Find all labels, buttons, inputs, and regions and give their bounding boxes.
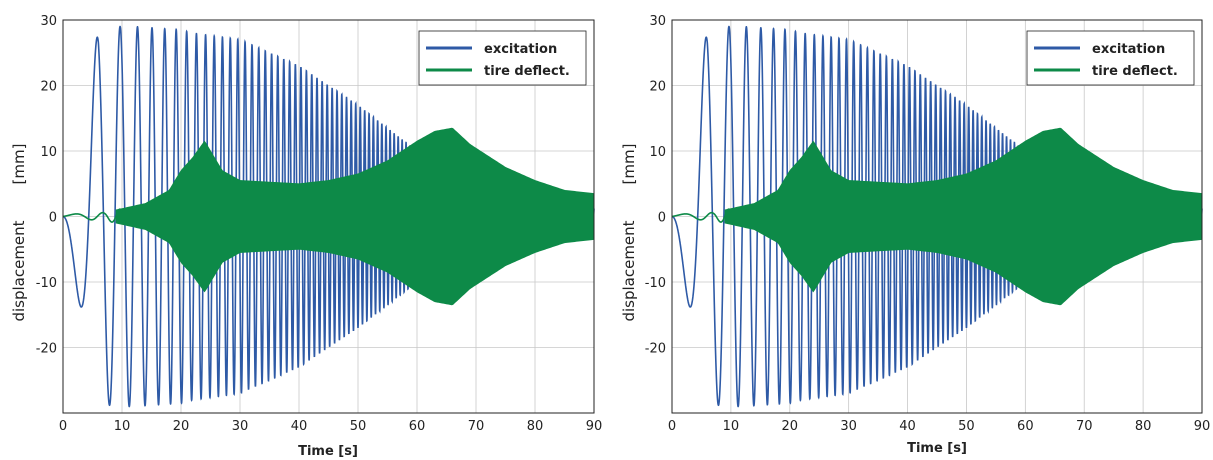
y-tick-label: -20 (36, 342, 57, 357)
x-tick-label: 70 (1076, 419, 1093, 434)
x-tick-label: 10 (723, 419, 740, 434)
x-tick-label: 60 (1017, 419, 1034, 434)
x-tick-label: 50 (958, 419, 975, 434)
y-tick-label: -10 (36, 276, 57, 291)
series-tire-deflection-line (62, 208, 123, 223)
y-tick-label: 30 (40, 14, 57, 29)
y-tick-label: 20 (40, 80, 57, 95)
x-axis-title: Time [s] (907, 441, 967, 456)
x-tick-label: 0 (668, 419, 676, 434)
x-tick-label: 20 (782, 419, 799, 434)
x-tick-label: 40 (899, 419, 916, 434)
x-tick-label: 0 (59, 419, 67, 434)
legend-label-excitation: excitation (1092, 42, 1165, 57)
legend-label-excitation: excitation (484, 42, 557, 57)
legend-label-tire: tire deflect. (1092, 64, 1178, 79)
legend-box (418, 30, 587, 86)
y-tick-label: 10 (649, 145, 666, 160)
y-axis-unit: [mm] (620, 144, 638, 185)
x-tick-label: 10 (114, 419, 131, 434)
y-axis-title: displacement (620, 220, 638, 321)
plot-frame (671, 19, 1203, 414)
x-tick-label: 30 (840, 419, 857, 434)
y-tick-label: -10 (645, 276, 666, 291)
series-tire-deflection-line (671, 208, 732, 223)
legend: excitation tire deflect. (418, 30, 587, 86)
y-axis-unit: [mm] (10, 144, 28, 185)
x-tick-label: 40 (291, 419, 308, 434)
x-tick-label: 30 (232, 419, 249, 434)
plot-frame (62, 19, 595, 414)
x-tick-label: 50 (350, 419, 367, 434)
right-chart: 0 10 20 30 40 50 60 70 80 90 -20 -10 0 10 20 30 excitat… (620, 14, 1210, 456)
x-tick-label: 80 (527, 419, 544, 434)
y-axis-title: displacement (10, 220, 28, 321)
x-axis-title: Time [s] (298, 444, 358, 459)
legend-box (1026, 30, 1195, 86)
left-chart: 0 10 20 30 40 50 60 70 80 90 -20 -10 0 10 20 30 excitat… (10, 14, 602, 459)
y-tick-label: -20 (645, 342, 666, 357)
x-tick-label: 20 (173, 419, 190, 434)
y-tick-label: 30 (649, 14, 666, 29)
x-tick-label: 70 (468, 419, 485, 434)
x-tick-label: 90 (1194, 419, 1211, 434)
y-tick-label: 20 (649, 80, 666, 95)
x-tick-label: 60 (409, 419, 426, 434)
y-tick-label: 10 (40, 145, 57, 160)
y-tick-label: 0 (49, 211, 57, 226)
x-tick-label: 80 (1135, 419, 1152, 434)
x-tick-label: 90 (586, 419, 603, 434)
legend-label-tire: tire deflect. (484, 64, 570, 79)
y-tick-label: 0 (658, 211, 666, 226)
legend: excitation tire deflect. (1026, 30, 1195, 86)
